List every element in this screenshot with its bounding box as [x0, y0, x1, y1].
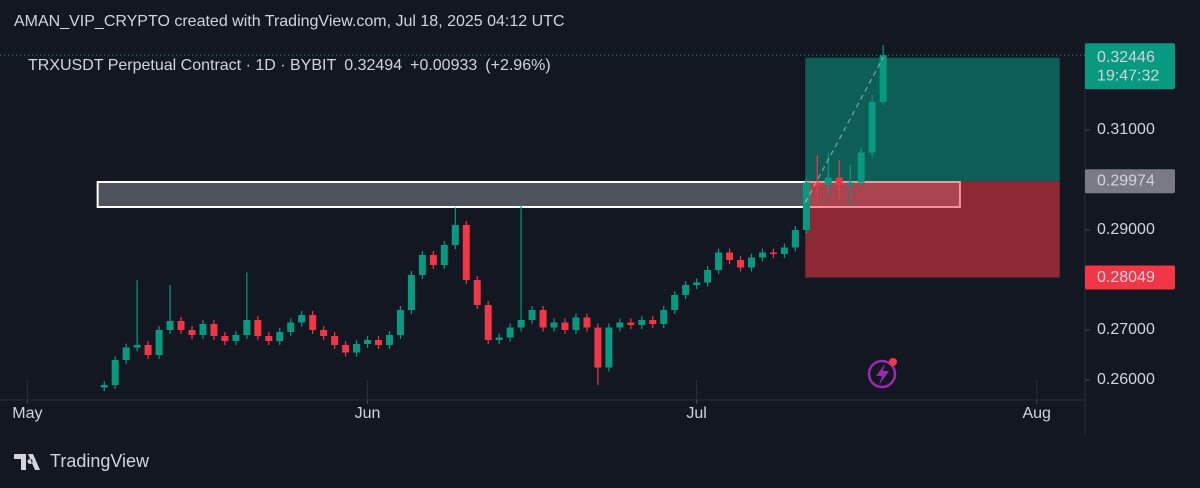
- candle-body: [737, 260, 745, 268]
- candle-body: [177, 321, 185, 330]
- candle-body: [353, 344, 361, 353]
- candle-body: [298, 315, 306, 323]
- candle-body: [758, 252, 766, 258]
- candle-body: [594, 327, 602, 368]
- candle-body: [166, 321, 174, 330]
- candle-body: [682, 285, 690, 295]
- candle-body: [199, 324, 207, 335]
- stop-zone: [805, 181, 1060, 278]
- target-price-label: 0.32446: [1097, 49, 1155, 66]
- candle-body: [484, 305, 492, 340]
- y-tick-label: 0.29000: [1097, 221, 1155, 238]
- footer-logo: [14, 454, 40, 470]
- candle-body: [769, 252, 777, 254]
- target-zone: [805, 57, 1060, 182]
- countdown-label: 19:47:32: [1097, 68, 1159, 85]
- alert-icon: [867, 358, 897, 389]
- candle-body: [265, 336, 273, 341]
- candle-body: [539, 310, 547, 328]
- stop-price-label: 0.28049: [1097, 269, 1155, 286]
- candle-body: [342, 345, 350, 353]
- candle-body: [550, 322, 558, 328]
- legend-close: 0.32494: [344, 57, 402, 74]
- target-price-box: [1085, 45, 1175, 70]
- candle-body: [715, 252, 723, 270]
- x-tick-label: Jun: [355, 405, 381, 422]
- candle-body: [561, 322, 569, 330]
- candle-body: [451, 225, 459, 245]
- y-tick-label: 0.26000: [1097, 371, 1155, 388]
- candle-body: [155, 330, 163, 355]
- candle-body: [857, 152, 865, 183]
- x-tick-label: May: [12, 405, 42, 422]
- x-tick-label: Aug: [1022, 405, 1050, 422]
- candle-body: [320, 330, 328, 336]
- candle-body: [660, 310, 668, 324]
- candle-body: [704, 270, 712, 283]
- candle-body: [747, 257, 755, 268]
- candle-body: [100, 385, 108, 388]
- candle-body: [418, 255, 426, 275]
- legend-change: +0.00933: [410, 57, 477, 74]
- candle-body: [111, 360, 119, 385]
- candle-body: [868, 101, 876, 153]
- candle-body: [528, 310, 536, 320]
- stop-price-box: [1085, 265, 1175, 290]
- candle-body: [462, 225, 470, 280]
- candle-body: [144, 345, 152, 355]
- candle-body: [429, 255, 437, 265]
- candle-body: [495, 337, 503, 340]
- candle-body: [210, 324, 218, 336]
- candle-body: [309, 315, 317, 330]
- candle-body: [802, 182, 810, 230]
- candle-body: [243, 320, 251, 335]
- legend-change-pct: (+2.96%): [485, 57, 550, 74]
- candle-body: [232, 335, 240, 341]
- candle-body: [605, 327, 613, 368]
- candle-body: [396, 310, 404, 335]
- candle-body: [835, 177, 843, 185]
- candle-body: [671, 295, 679, 310]
- candle-body: [824, 177, 832, 185]
- candle-body: [133, 345, 141, 348]
- entry-price-label: 0.29974: [1097, 173, 1155, 190]
- candle-body: [649, 320, 657, 324]
- candle-body: [791, 230, 799, 248]
- candle-body: [638, 320, 646, 325]
- candle-body: [879, 55, 887, 102]
- candle-body: [726, 252, 734, 260]
- candle-body: [440, 245, 448, 265]
- header-text: AMAN_VIP_CRYPTO created with TradingView…: [14, 13, 565, 30]
- candle-body: [364, 340, 372, 344]
- candle-body: [331, 336, 339, 345]
- legend-title: TRXUSDT Perpetual Contract · 1D · BYBIT: [28, 57, 336, 74]
- candle-body: [385, 335, 393, 345]
- candle-body: [846, 182, 854, 185]
- footer-brand: TradingView: [50, 451, 150, 471]
- candle-body: [374, 340, 382, 345]
- candle-body: [813, 182, 821, 185]
- candle-body: [254, 320, 262, 336]
- x-tick-label: Jul: [686, 405, 706, 422]
- candle-body: [221, 336, 229, 341]
- candle-body: [407, 275, 415, 310]
- entry-price-box: [1085, 169, 1175, 194]
- y-tick-label: 0.31000: [1097, 121, 1155, 138]
- candle-body: [572, 317, 580, 330]
- candle-body: [517, 320, 525, 328]
- candle-body: [276, 332, 284, 341]
- candle-body: [693, 282, 701, 285]
- y-tick-label: 0.27000: [1097, 321, 1155, 338]
- candle-body: [627, 322, 635, 325]
- candle-body: [506, 327, 514, 338]
- projection-line: [804, 57, 884, 203]
- candle-body: [188, 330, 196, 335]
- candle-body: [616, 322, 624, 328]
- candle-body: [122, 347, 130, 360]
- candle-body: [583, 317, 591, 328]
- candle-body: [780, 247, 788, 254]
- candle-body: [473, 280, 481, 305]
- candle-body: [287, 322, 295, 332]
